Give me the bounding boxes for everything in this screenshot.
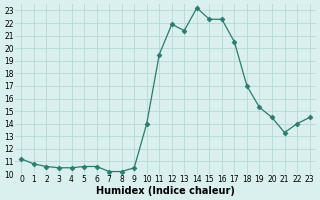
X-axis label: Humidex (Indice chaleur): Humidex (Indice chaleur) — [96, 186, 235, 196]
